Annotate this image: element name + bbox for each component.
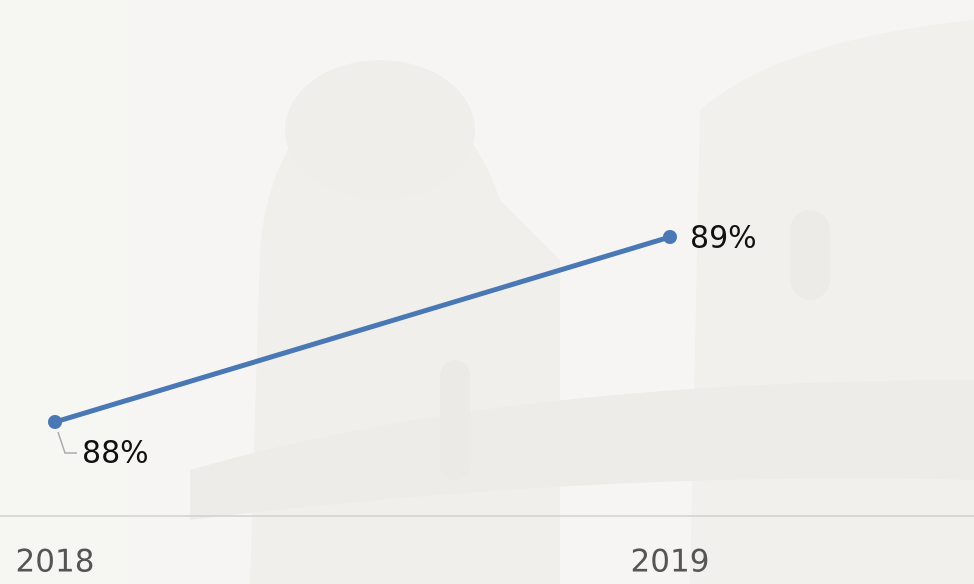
data-label: 88%	[82, 436, 149, 471]
data-label: 89%	[690, 221, 757, 256]
x-tick-label: 2018	[16, 544, 95, 580]
data-point	[663, 230, 677, 244]
x-tick-label: 2019	[631, 544, 710, 580]
chart: 2018 2019 88% 89%	[0, 0, 974, 584]
data-point	[48, 415, 62, 429]
